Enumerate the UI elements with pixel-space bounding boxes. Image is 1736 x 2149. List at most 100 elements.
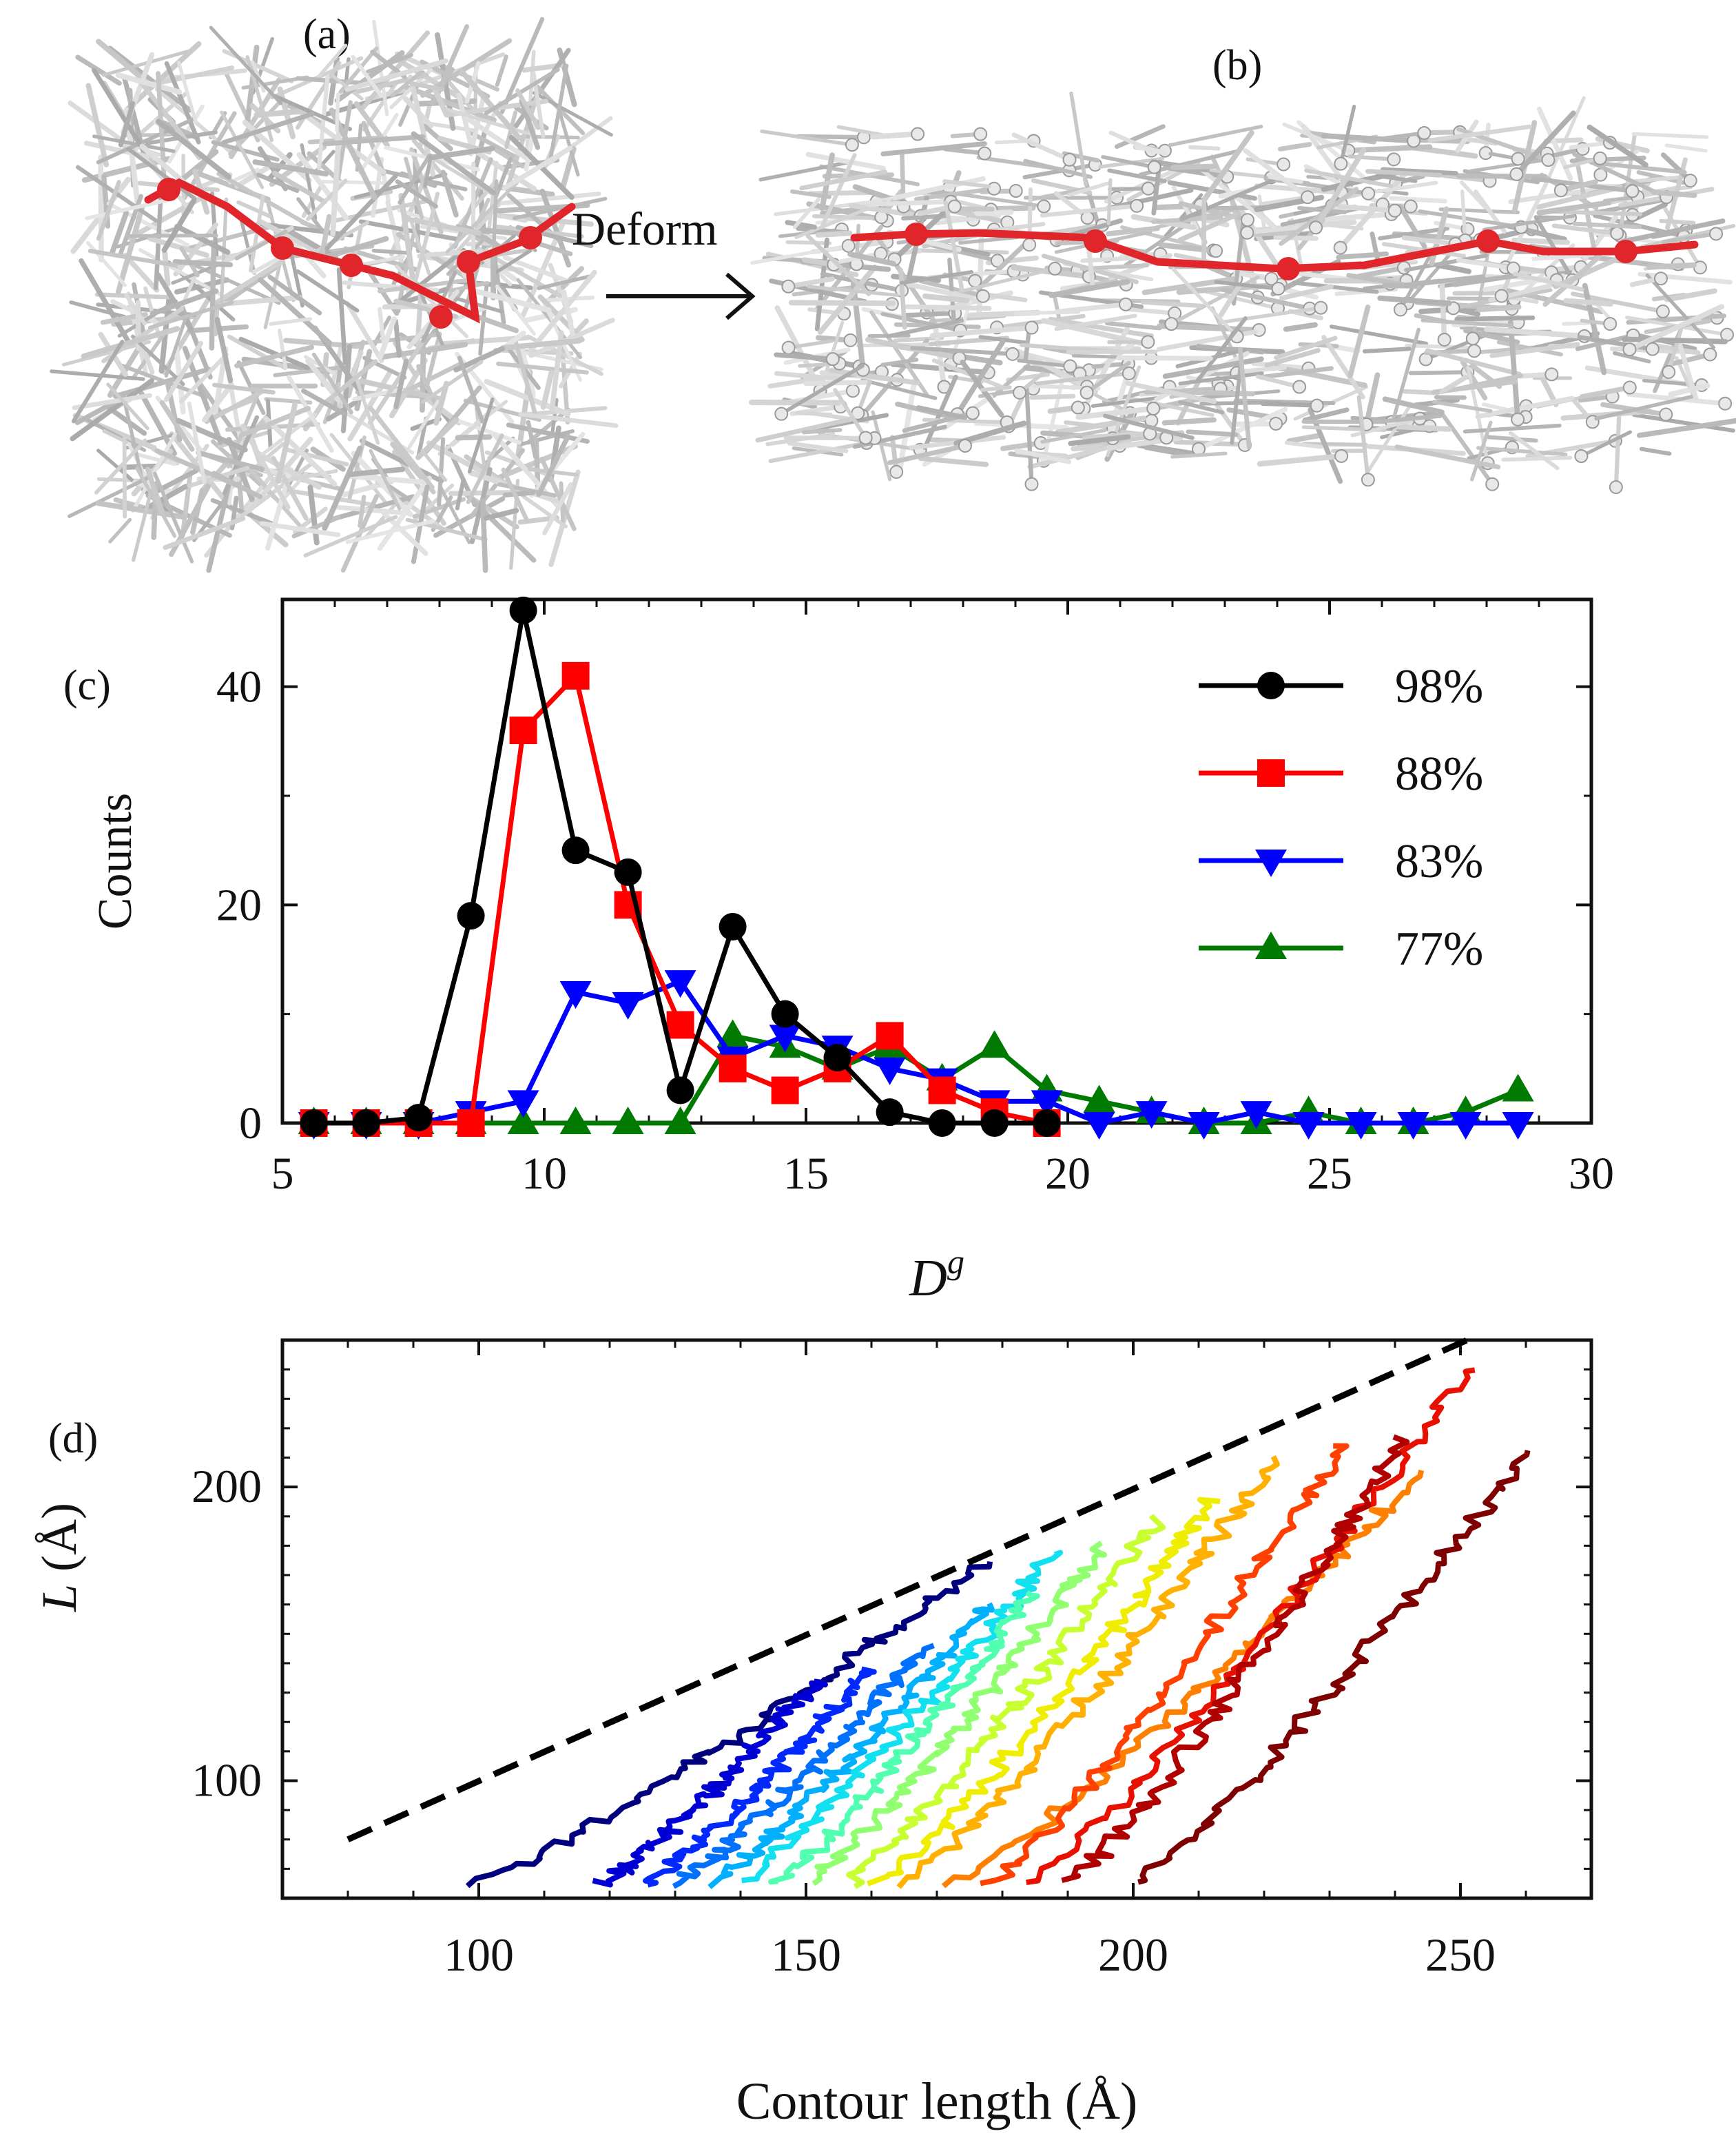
network-rod bbox=[891, 176, 986, 200]
network-rod bbox=[893, 336, 944, 343]
network-rod bbox=[1170, 451, 1228, 459]
network-rod bbox=[1210, 396, 1248, 448]
network-node bbox=[1655, 305, 1670, 319]
network-node bbox=[825, 352, 840, 367]
data-point bbox=[1188, 1112, 1220, 1140]
network-rod bbox=[440, 169, 459, 218]
network-node bbox=[1494, 289, 1509, 303]
data-point bbox=[507, 1107, 539, 1134]
network-rod bbox=[1463, 423, 1562, 434]
network-rod bbox=[558, 110, 580, 177]
network-rod bbox=[958, 235, 1020, 245]
network-rod bbox=[1238, 364, 1287, 374]
network-rod bbox=[303, 515, 398, 557]
highlighted-chain-a bbox=[144, 178, 576, 324]
contour-curve bbox=[812, 1540, 1107, 1886]
contour-curve bbox=[768, 1590, 1040, 1885]
network-rod bbox=[1645, 273, 1716, 349]
network-rod bbox=[904, 311, 958, 318]
network-rod bbox=[848, 203, 924, 219]
network-node bbox=[1625, 184, 1640, 198]
network-rod bbox=[420, 449, 448, 482]
network-rod bbox=[787, 441, 849, 453]
network-node bbox=[1122, 366, 1136, 380]
network-rod bbox=[922, 293, 970, 303]
network-node bbox=[1541, 153, 1556, 167]
network-rod bbox=[1274, 364, 1367, 389]
network-rod bbox=[918, 455, 989, 467]
network-rod bbox=[1243, 229, 1301, 238]
x-tick-label: 5 bbox=[271, 1149, 294, 1199]
network-rod bbox=[528, 467, 579, 477]
network-rod bbox=[335, 92, 340, 132]
network-rod bbox=[95, 500, 187, 520]
network-node bbox=[1593, 151, 1607, 165]
chart-d: 100 150 200 250 100 200 L (Å) Contour length … bbox=[32, 1337, 1593, 2130]
network-node bbox=[1393, 302, 1407, 317]
network-rod bbox=[305, 358, 341, 402]
data-point bbox=[719, 1054, 747, 1082]
network-node bbox=[1403, 199, 1418, 214]
network-rod bbox=[1356, 265, 1407, 279]
contour-curve bbox=[867, 1497, 1221, 1886]
chart-c-xlabel-superscript: g bbox=[947, 1242, 964, 1281]
network-rod bbox=[50, 369, 145, 381]
network-rod bbox=[390, 70, 423, 98]
network-rod bbox=[1029, 393, 1076, 400]
network-rod bbox=[1408, 370, 1470, 376]
network-rod bbox=[512, 336, 538, 418]
network-rod bbox=[164, 61, 201, 145]
network-rod bbox=[1103, 413, 1195, 440]
network-rod bbox=[1178, 371, 1264, 386]
y-tick-label: 20 bbox=[216, 880, 262, 930]
network-rod bbox=[355, 390, 429, 400]
network-rod bbox=[1282, 122, 1354, 154]
network-node bbox=[1022, 238, 1037, 252]
data-point bbox=[823, 1044, 851, 1071]
network-rod bbox=[496, 361, 589, 375]
network-rod bbox=[1302, 407, 1350, 423]
network-rod bbox=[1434, 262, 1471, 274]
network-rod bbox=[124, 293, 147, 326]
network-rod bbox=[311, 352, 353, 415]
highlighted-node bbox=[1614, 240, 1637, 263]
network-rod bbox=[153, 471, 194, 564]
network-rod bbox=[1337, 204, 1398, 214]
network-rod bbox=[1553, 252, 1629, 289]
network-rod bbox=[456, 92, 474, 150]
network-rod bbox=[1084, 360, 1131, 395]
network-rod bbox=[72, 393, 152, 411]
network-node bbox=[1314, 300, 1328, 315]
network-node bbox=[1485, 477, 1500, 491]
network-rod bbox=[1279, 187, 1359, 246]
data-point bbox=[1255, 932, 1287, 959]
network-rod bbox=[115, 204, 145, 295]
network-rod bbox=[159, 400, 195, 452]
network-node bbox=[1703, 347, 1717, 362]
network-rod bbox=[319, 214, 332, 259]
network-rod bbox=[1262, 366, 1334, 380]
network-rod bbox=[528, 318, 615, 358]
network-rod bbox=[801, 428, 843, 435]
network-rod bbox=[455, 418, 521, 445]
network-rod bbox=[1292, 280, 1379, 294]
network-rod bbox=[285, 227, 338, 260]
network-rod bbox=[161, 198, 196, 253]
network-rod bbox=[785, 276, 835, 289]
network-rod bbox=[344, 58, 448, 92]
network-rod bbox=[785, 220, 817, 230]
network-rod bbox=[1659, 218, 1696, 225]
network-node bbox=[1264, 271, 1279, 286]
network-rod bbox=[795, 411, 833, 417]
network-rod bbox=[1438, 207, 1520, 214]
network-rod bbox=[68, 476, 150, 518]
network-rod bbox=[393, 318, 402, 358]
contour-curve bbox=[980, 1443, 1350, 1886]
network-rod bbox=[807, 285, 900, 298]
network-rod bbox=[1134, 143, 1166, 156]
network-rod bbox=[1277, 142, 1312, 152]
network-node bbox=[1709, 227, 1724, 241]
network-rod bbox=[1104, 321, 1162, 331]
network-node bbox=[1080, 211, 1095, 225]
